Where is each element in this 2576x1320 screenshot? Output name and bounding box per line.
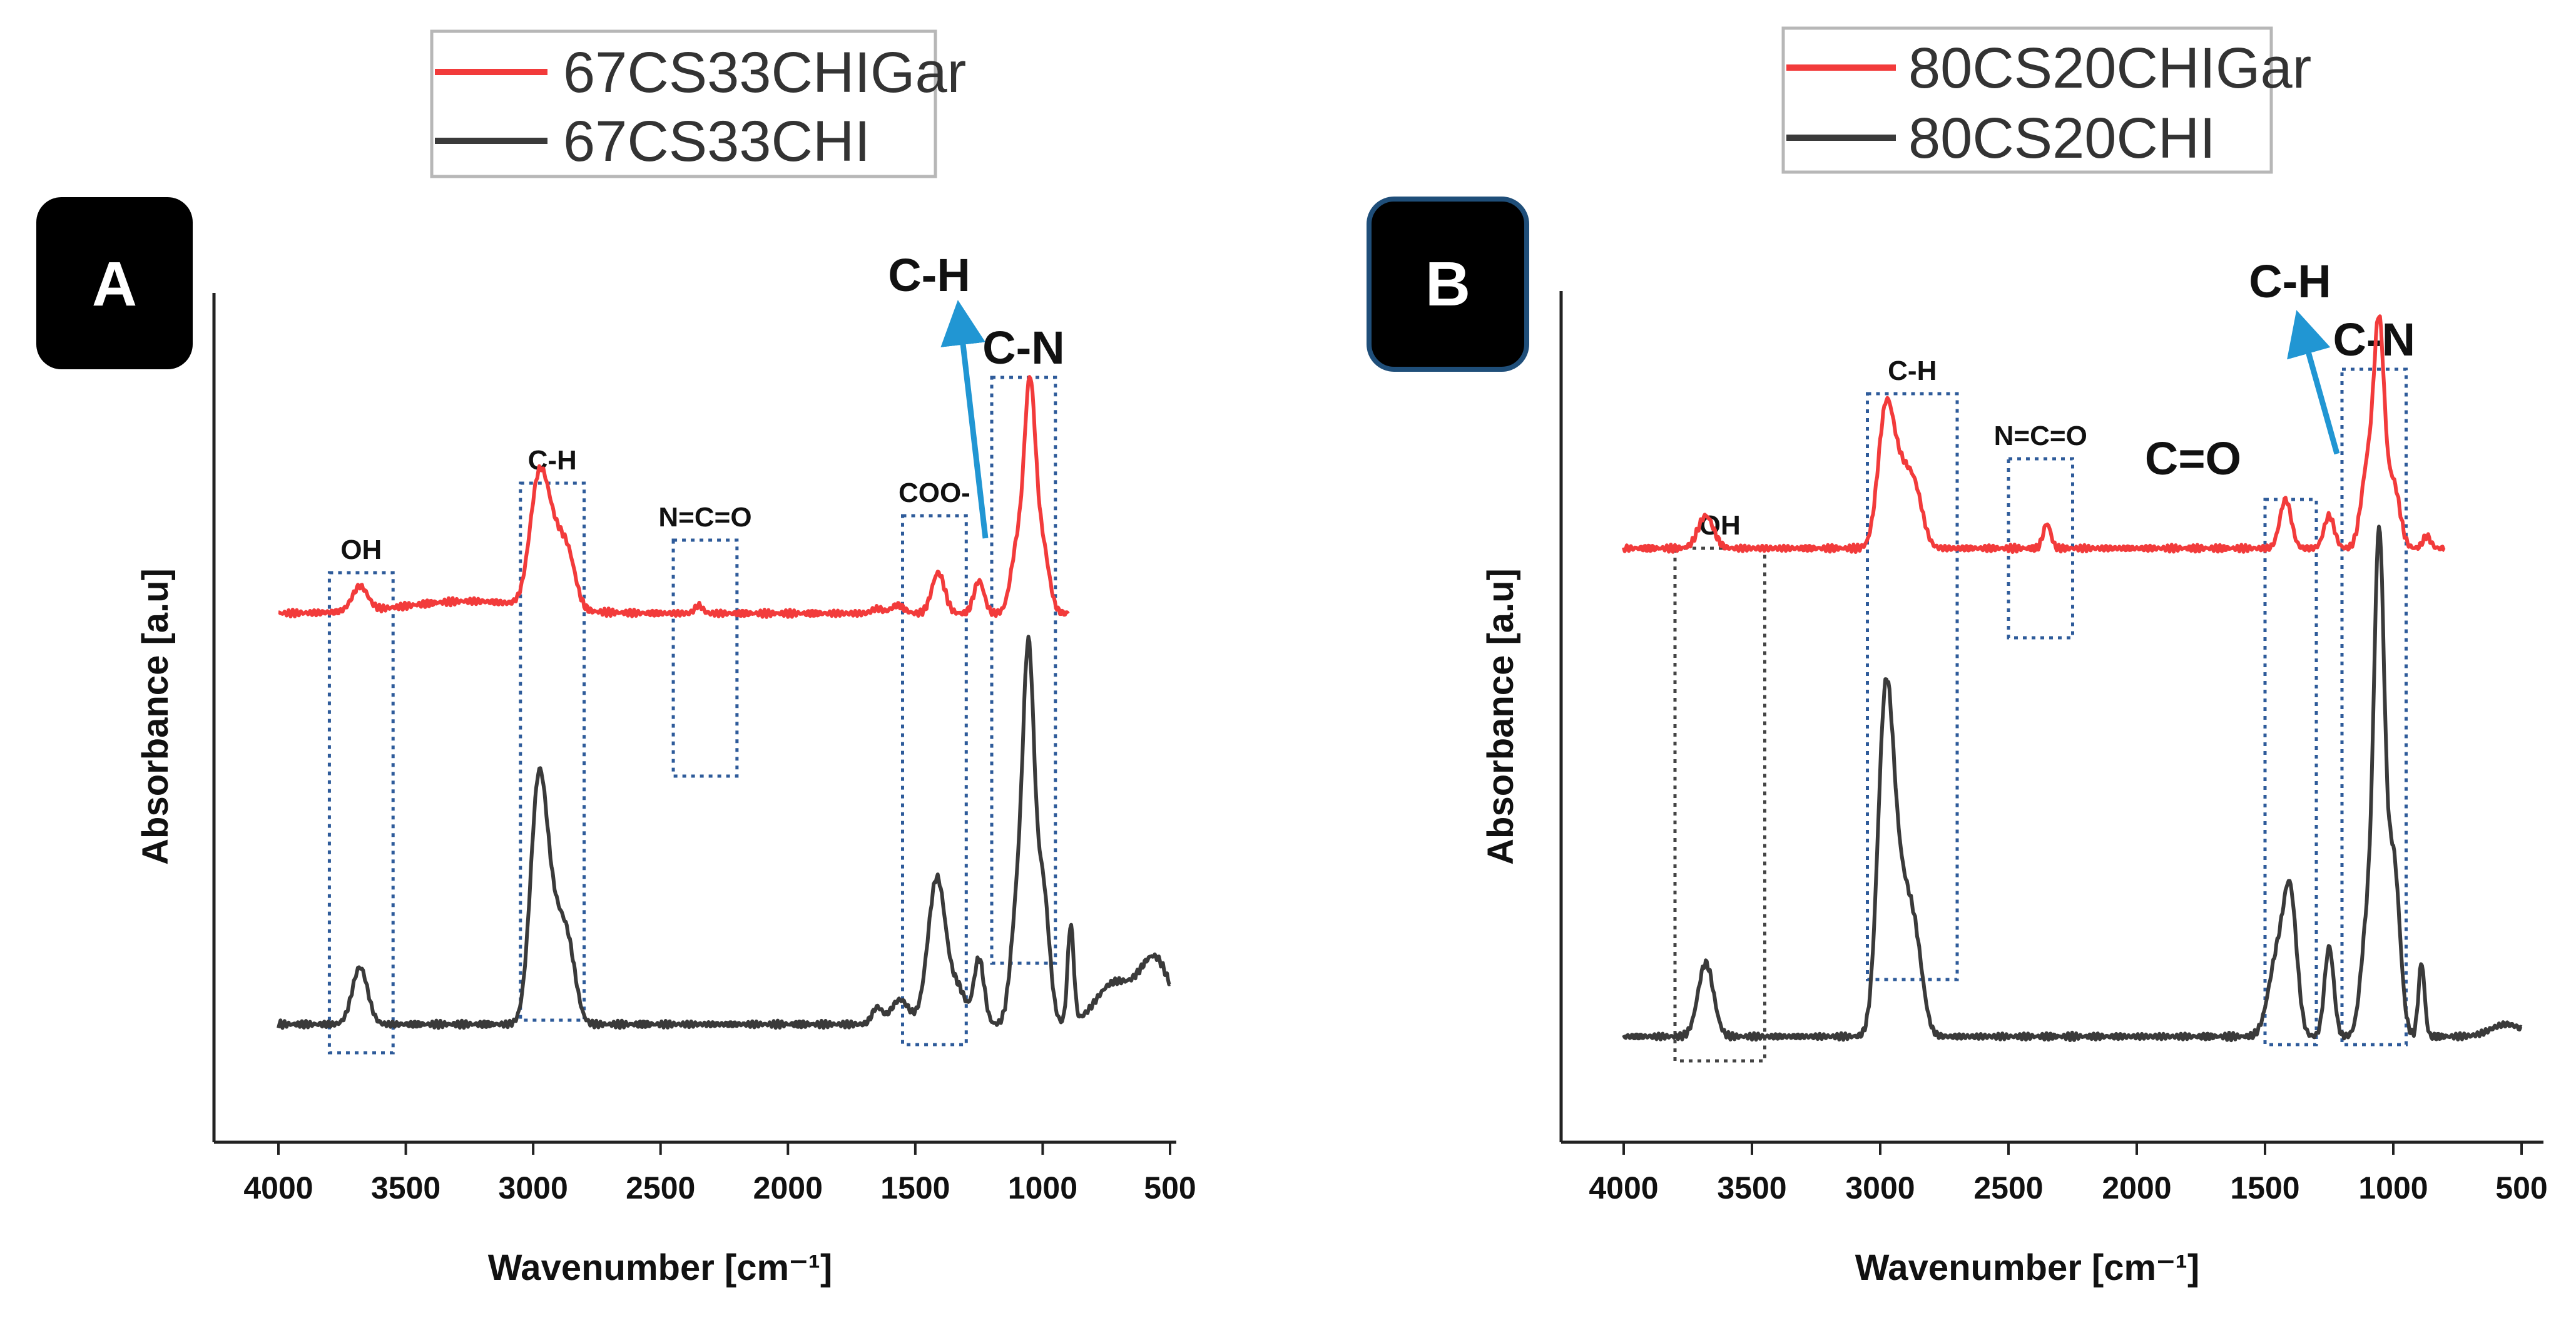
y-axis-title-a: Absorbance [a.u] [135,568,176,865]
x-axis-title-a: Wavenumber [cm⁻¹] [488,1247,833,1288]
legend-a-label-ungrafted: 67CS33CHI [563,110,870,173]
peak-label-b: C-H [1888,356,1937,386]
peak-box-b [1673,546,1766,1063]
annotation-boxes-a: OH C-H N=C=O COO- C-N [327,322,1065,1055]
x-tick-label-a: 2000 [753,1170,823,1205]
peak-box-a [671,538,739,778]
spectra-a [277,375,1171,1030]
peak-label-a: COO- [899,478,970,508]
arrow-label-a: C-H [888,249,970,301]
spectra-b [1622,314,2523,1043]
x-tick-label-a: 4000 [243,1170,313,1205]
arrow-a [940,300,989,539]
peak-label-a: N=C=O [658,502,751,533]
peak-label-b: C=O [2145,432,2241,484]
peak-box-b [2340,367,2408,1046]
peak-label-a: OH [340,535,382,565]
annotation-boxes-b: OHC-HN=C=O C=OC-N [1673,314,2415,1063]
legend-a-label-grafted: 67CS33CHIGar [563,41,966,105]
panel-a: 67CS33CHIGar 67CS33CHI A 4000 3500 3000 250… [36,29,1196,1288]
panel-b: 80CS20CHIGar 80CS20CHI B 4000 3500 3000 250… [1367,26,2548,1288]
x-tick-label-a: 2500 [626,1170,695,1205]
x-tick-label-b: 1000 [2358,1170,2428,1205]
legend-b: 80CS20CHIGar 80CS20CHI [1781,26,2311,174]
x-tick-label-a: 500 [1144,1170,1196,1205]
peak-box-b [2263,498,2318,1046]
x-tick-label-b: 3000 [1845,1170,1915,1205]
x-tick-label-b: 2500 [1973,1170,2043,1205]
x-tick-label-b: 1500 [2230,1170,2299,1205]
x-ticks-b: 4000 3500 3000 2500 2000 1500 1000 500 [1589,1142,2548,1205]
peak-label-a: C-H [528,445,577,476]
spectrum-grafted-b [1622,314,2446,554]
panel-a-label: A [92,249,137,319]
x-tick-label-b: 4000 [1589,1170,1658,1205]
panel-b-label: B [1425,249,1470,319]
peak-label-a: C-N [982,322,1065,374]
peak-label-b: N=C=O [1994,421,2087,451]
legend-b-label-grafted: 80CS20CHIGar [1908,36,2311,100]
peak-box-a [327,571,395,1055]
x-tick-label-b: 2000 [2102,1170,2171,1205]
x-tick-label-a: 1000 [1008,1170,1077,1205]
arrow-b [2287,310,2340,455]
spectrum-ungrafted-a [277,635,1171,1030]
x-tick-label-a: 3000 [499,1170,568,1205]
panel-a-badge: A [36,197,193,369]
peak-box-b [1866,392,1959,981]
x-tick-label-a: 3500 [371,1170,440,1205]
x-tick-label-b: 3500 [1717,1170,1786,1205]
legend-b-frame [1781,26,2273,174]
peak-box-a [901,514,968,1046]
x-tick-label-a: 1500 [880,1170,950,1205]
legend-b-label-ungrafted: 80CS20CHI [1908,106,2216,170]
spectrum-ungrafted-b [1622,524,2523,1043]
legend-a: 67CS33CHIGar 67CS33CHI [430,29,966,178]
legend-a-frame [430,29,937,178]
y-axis-title-b: Absorbance [a.u] [1480,568,1521,865]
peak-box-a [519,481,586,1022]
x-tick-label-b: 500 [2495,1170,2547,1205]
panel-b-badge: B [1367,197,1529,372]
arrow-label-b: C-H [2249,255,2331,307]
x-axis-title-b: Wavenumber [cm⁻¹] [1855,1247,2200,1288]
x-ticks-a: 4000 3500 3000 2500 2000 1500 1000 500 [243,1142,1196,1205]
spectrum-grafted-a [277,375,1070,619]
